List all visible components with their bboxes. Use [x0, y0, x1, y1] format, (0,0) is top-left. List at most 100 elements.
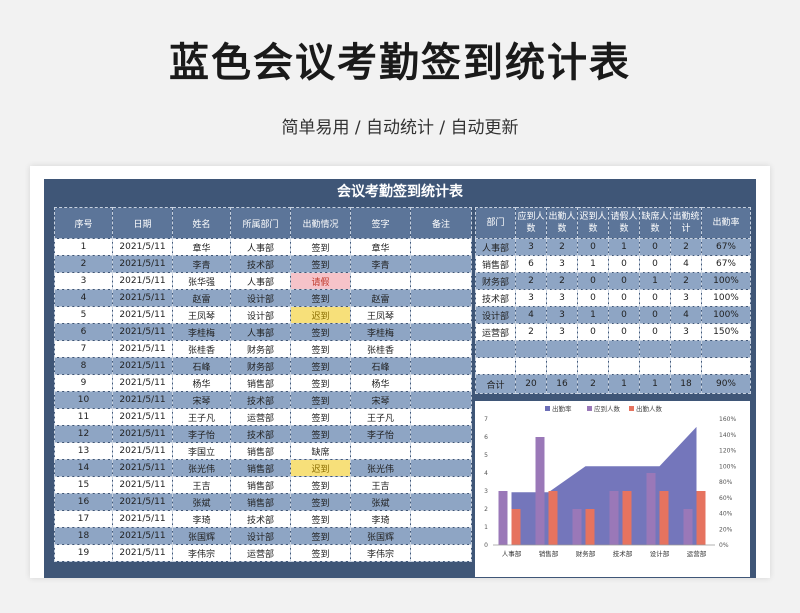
summary-cell[interactable]: 0 — [577, 289, 609, 307]
attendance-cell-sign[interactable]: 李琦 — [350, 510, 411, 528]
attendance-cell-dept[interactable]: 财务部 — [230, 357, 291, 375]
summary-cell[interactable]: 100% — [701, 289, 751, 307]
attendance-cell-sign[interactable]: 张光伟 — [350, 459, 411, 477]
summary-cell[interactable]: 4 — [670, 306, 702, 324]
attendance-cell-dept[interactable]: 运营部 — [230, 544, 291, 562]
summary-cell[interactable]: 0 — [639, 238, 671, 256]
attendance-cell-dept[interactable]: 人事部 — [230, 323, 291, 341]
summary-cell[interactable]: 销售部 — [475, 255, 516, 273]
attendance-cell-date[interactable]: 2021/5/11 — [112, 289, 173, 307]
summary-cell[interactable]: 2 — [515, 323, 547, 341]
attendance-cell-note[interactable] — [410, 493, 472, 511]
attendance-cell-dept[interactable]: 技术部 — [230, 510, 291, 528]
summary-cell[interactable]: 0 — [639, 255, 671, 273]
summary-cell[interactable] — [475, 357, 516, 375]
summary-cell[interactable]: 人事部 — [475, 238, 516, 256]
summary-cell[interactable]: 150% — [701, 323, 751, 341]
summary-cell[interactable]: 运营部 — [475, 323, 516, 341]
summary-cell[interactable] — [515, 340, 547, 358]
attendance-cell-name[interactable]: 王凤琴 — [172, 306, 231, 324]
attendance-cell-date[interactable]: 2021/5/11 — [112, 442, 173, 460]
attendance-cell-note[interactable] — [410, 459, 472, 477]
attendance-cell-sign[interactable]: 张国辉 — [350, 527, 411, 545]
attendance-cell-status[interactable]: 签到 — [290, 527, 351, 545]
summary-cell[interactable]: 3 — [670, 323, 702, 341]
attendance-cell-note[interactable] — [410, 272, 472, 290]
attendance-cell-note[interactable] — [410, 476, 472, 494]
attendance-cell-dept[interactable]: 财务部 — [230, 340, 291, 358]
attendance-cell-no[interactable]: 17 — [54, 510, 113, 528]
attendance-cell-no[interactable]: 9 — [54, 374, 113, 392]
summary-cell[interactable]: 100% — [701, 272, 751, 290]
attendance-cell-status[interactable]: 签到 — [290, 391, 351, 409]
attendance-cell-note[interactable] — [410, 374, 472, 392]
summary-cell[interactable]: 67% — [701, 255, 751, 273]
attendance-cell-dept[interactable]: 销售部 — [230, 493, 291, 511]
summary-cell[interactable] — [515, 357, 547, 375]
attendance-cell-date[interactable]: 2021/5/11 — [112, 357, 173, 375]
attendance-cell-date[interactable]: 2021/5/11 — [112, 493, 173, 511]
summary-cell[interactable] — [608, 340, 640, 358]
summary-cell[interactable] — [577, 340, 609, 358]
summary-cell[interactable]: 2 — [670, 238, 702, 256]
attendance-cell-name[interactable]: 张光伟 — [172, 459, 231, 477]
summary-cell[interactable] — [608, 357, 640, 375]
attendance-cell-no[interactable]: 10 — [54, 391, 113, 409]
attendance-cell-status[interactable]: 签到 — [290, 374, 351, 392]
summary-cell[interactable]: 3 — [546, 255, 578, 273]
attendance-cell-name[interactable]: 李琦 — [172, 510, 231, 528]
attendance-cell-name[interactable]: 李子怡 — [172, 425, 231, 443]
attendance-cell-dept[interactable]: 技术部 — [230, 425, 291, 443]
summary-cell[interactable] — [639, 357, 671, 375]
attendance-cell-no[interactable]: 2 — [54, 255, 113, 273]
summary-cell[interactable]: 设计部 — [475, 306, 516, 324]
attendance-cell-sign[interactable]: 宋琴 — [350, 391, 411, 409]
summary-cell[interactable]: 2 — [670, 272, 702, 290]
attendance-cell-no[interactable]: 18 — [54, 527, 113, 545]
summary-cell[interactable] — [546, 357, 578, 375]
summary-cell[interactable]: 6 — [515, 255, 547, 273]
attendance-cell-name[interactable]: 杨华 — [172, 374, 231, 392]
attendance-cell-date[interactable]: 2021/5/11 — [112, 408, 173, 426]
summary-cell[interactable]: 技术部 — [475, 289, 516, 307]
summary-cell[interactable]: 财务部 — [475, 272, 516, 290]
summary-cell[interactable] — [701, 357, 751, 375]
attendance-cell-date[interactable]: 2021/5/11 — [112, 544, 173, 562]
attendance-cell-no[interactable]: 15 — [54, 476, 113, 494]
attendance-cell-name[interactable]: 张华强 — [172, 272, 231, 290]
summary-cell[interactable] — [639, 340, 671, 358]
attendance-cell-dept[interactable]: 运营部 — [230, 408, 291, 426]
summary-cell[interactable]: 0 — [608, 323, 640, 341]
attendance-cell-note[interactable] — [410, 323, 472, 341]
summary-total-cell[interactable]: 1 — [608, 374, 640, 394]
attendance-cell-status[interactable]: 签到 — [290, 289, 351, 307]
attendance-cell-name[interactable]: 李国立 — [172, 442, 231, 460]
attendance-cell-name[interactable]: 张斌 — [172, 493, 231, 511]
attendance-cell-name[interactable]: 李桂梅 — [172, 323, 231, 341]
attendance-cell-date[interactable]: 2021/5/11 — [112, 255, 173, 273]
attendance-cell-no[interactable]: 13 — [54, 442, 113, 460]
attendance-cell-note[interactable] — [410, 306, 472, 324]
summary-cell[interactable]: 0 — [577, 272, 609, 290]
attendance-cell-status[interactable]: 签到 — [290, 255, 351, 273]
attendance-cell-no[interactable]: 6 — [54, 323, 113, 341]
attendance-cell-date[interactable]: 2021/5/11 — [112, 510, 173, 528]
summary-total-cell[interactable]: 18 — [670, 374, 702, 394]
attendance-cell-status[interactable]: 签到 — [290, 408, 351, 426]
attendance-cell-sign[interactable]: 王凤琴 — [350, 306, 411, 324]
summary-cell[interactable] — [670, 357, 702, 375]
attendance-cell-name[interactable]: 王吉 — [172, 476, 231, 494]
summary-total-cell[interactable]: 合计 — [475, 374, 516, 394]
attendance-cell-date[interactable]: 2021/5/11 — [112, 238, 173, 256]
attendance-cell-status[interactable]: 签到 — [290, 340, 351, 358]
attendance-cell-sign[interactable]: 章华 — [350, 238, 411, 256]
summary-total-cell[interactable]: 90% — [701, 374, 751, 394]
summary-cell[interactable]: 2 — [515, 272, 547, 290]
attendance-cell-no[interactable]: 5 — [54, 306, 113, 324]
attendance-cell-sign[interactable]: 李子怡 — [350, 425, 411, 443]
summary-cell[interactable]: 0 — [639, 289, 671, 307]
attendance-cell-name[interactable]: 李伟宗 — [172, 544, 231, 562]
attendance-cell-date[interactable]: 2021/5/11 — [112, 272, 173, 290]
summary-cell[interactable]: 2 — [546, 238, 578, 256]
attendance-cell-sign[interactable]: 王子凡 — [350, 408, 411, 426]
